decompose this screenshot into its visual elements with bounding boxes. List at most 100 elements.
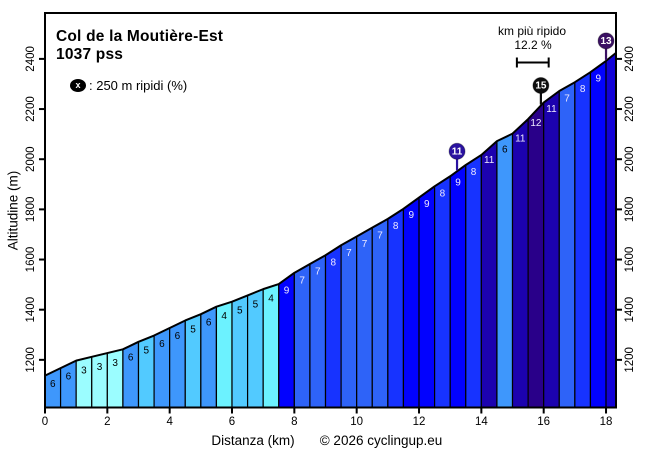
gradient-label: 11 — [546, 104, 557, 115]
steepest-250m-marker-value: 11 — [452, 146, 463, 157]
gradient-bar — [356, 226, 373, 409]
steepest-250m-marker — [448, 142, 466, 160]
profile-outline — [44, 52, 617, 377]
gradient-label: 7 — [362, 239, 368, 250]
y-tick-label-right: 2000 — [624, 146, 636, 172]
y-tick-label-left: 2400 — [25, 46, 37, 72]
x-tick-label: 18 — [600, 416, 613, 428]
x-tick-label: 6 — [229, 416, 235, 428]
gradient-bar — [387, 207, 405, 409]
legend: x : 250 m ripidi (%) — [70, 78, 188, 93]
gradient-label: 6 — [66, 371, 72, 382]
gradient-label: 7 — [564, 94, 570, 105]
x-tick-label: 8 — [291, 416, 297, 428]
gradient-bar — [340, 235, 358, 409]
steepest-250m-marker-value: 13 — [600, 36, 612, 47]
gradient-label: 6 — [175, 331, 181, 342]
gradient-label: 9 — [455, 178, 461, 189]
gradient-label: 8 — [440, 188, 446, 199]
gradient-bar — [75, 356, 93, 409]
gradient-label: 3 — [112, 358, 118, 369]
gradient-label: 7 — [346, 248, 352, 259]
steepest-km-annotation-title: km più ripido — [497, 24, 567, 38]
y-tick-label-right: 1200 — [624, 347, 636, 373]
gradient-label: 5 — [237, 306, 243, 317]
copyright-text: © 2026 cyclingup.eu — [319, 433, 443, 448]
x-tick-label: 14 — [475, 416, 488, 428]
gradient-label: 6 — [50, 379, 56, 390]
gradient-label: 7 — [377, 230, 383, 241]
gradient-label: 5 — [253, 299, 259, 310]
gradient-label: 9 — [595, 74, 601, 85]
gradient-bar — [402, 196, 420, 409]
y-tick-label-left: 2000 — [25, 146, 37, 172]
y-tick-label-right: 1600 — [624, 247, 636, 273]
gradient-label: 7 — [315, 267, 321, 278]
gradient-bar — [324, 244, 342, 409]
gradient-bar — [434, 175, 451, 409]
gradient-label: 6 — [128, 353, 134, 364]
x-tick-label: 2 — [104, 416, 110, 428]
gradient-bar — [574, 71, 592, 409]
gradient-bar — [543, 89, 560, 409]
gradient-label: 9 — [284, 285, 290, 296]
y-tick-label-left: 1600 — [25, 247, 37, 273]
gradient-bar — [589, 59, 607, 409]
gradient-bar — [558, 81, 576, 409]
gradient-label: 4 — [268, 294, 274, 305]
x-tick-label: 0 — [42, 416, 48, 428]
steepest-250m-marker-icon: x — [70, 79, 86, 92]
y-tick-label-right: 2200 — [624, 96, 636, 122]
gradient-label: 3 — [81, 366, 87, 377]
gradient-label: 9 — [424, 199, 430, 210]
gradient-label: 6 — [502, 144, 508, 155]
legend-marker-symbol: x — [75, 80, 81, 90]
gradient-bar — [496, 132, 514, 409]
legend-label: : 250 m ripidi (%) — [89, 78, 188, 93]
gradient-bar — [527, 101, 545, 409]
chart-title: Col de la Moutière-Est — [56, 28, 224, 45]
gradient-label: 12 — [530, 118, 542, 129]
gradient-bar — [418, 185, 436, 409]
gradient-label: 8 — [393, 221, 399, 232]
gradient-label: 6 — [159, 339, 165, 350]
y-tick-label-right: 2400 — [624, 46, 636, 72]
chart-subtitle: 1037 pss — [56, 46, 124, 63]
y-tick-label-left: 1400 — [25, 297, 37, 323]
steepest-250m-marker — [532, 77, 550, 95]
steepest-250m-marker-value: 15 — [535, 81, 547, 92]
y-tick-label-left: 1800 — [25, 197, 37, 223]
gradient-label: 6 — [206, 317, 212, 328]
gradient-bar — [309, 254, 327, 409]
gradient-label: 3 — [97, 362, 103, 373]
gradient-label: 8 — [331, 257, 337, 268]
gradient-bar — [449, 163, 467, 409]
gradient-bar — [465, 153, 482, 409]
gradient-bar — [511, 117, 529, 409]
x-axis-title: Distanza (km) — [211, 433, 295, 448]
gradient-label: 4 — [221, 311, 227, 322]
gradient-label: 9 — [408, 210, 414, 221]
gradient-label: 11 — [515, 133, 526, 144]
steepest-250m-marker — [597, 32, 615, 50]
x-tick-label: 12 — [413, 416, 426, 428]
gradient-label: 5 — [190, 324, 196, 335]
gradient-bar — [480, 139, 498, 409]
gradient-label: 5 — [144, 346, 150, 357]
gradient-label: 7 — [299, 275, 305, 286]
y-tick-label-right: 1400 — [624, 297, 636, 323]
x-tick-label: 16 — [537, 416, 550, 428]
x-tick-label: 4 — [166, 416, 173, 428]
gradient-label: 8 — [471, 167, 477, 178]
y-tick-label-left: 2200 — [25, 96, 37, 122]
steepest-km-annotation-value: 12.2 % — [514, 38, 552, 52]
y-tick-label-right: 1800 — [624, 197, 636, 223]
gradient-label: 8 — [580, 84, 586, 95]
gradient-bar — [605, 51, 617, 409]
y-axis-title: Altitudine (m) — [5, 170, 21, 251]
gradient-bar — [371, 217, 389, 409]
y-tick-label-left: 1200 — [25, 347, 37, 373]
gradient-label: 11 — [484, 155, 495, 166]
